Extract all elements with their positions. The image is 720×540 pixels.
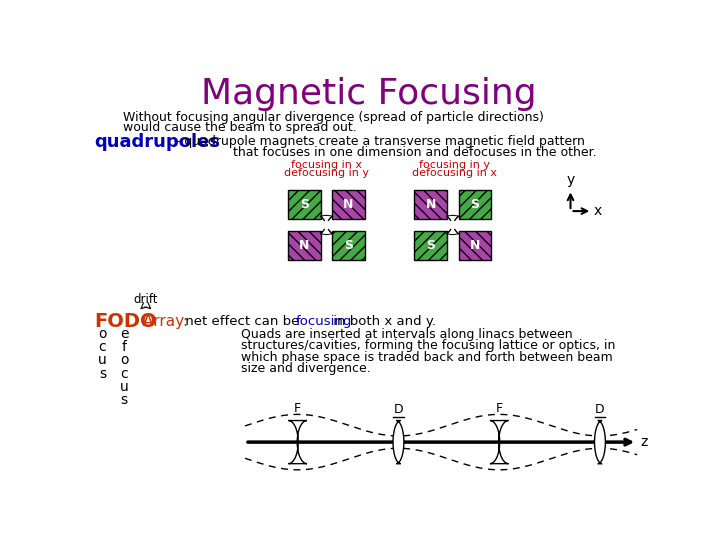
Text: D: D xyxy=(595,403,605,416)
Text: c: c xyxy=(99,340,107,354)
Text: quadrupoles: quadrupoles xyxy=(94,133,220,151)
Text: S: S xyxy=(470,198,480,211)
Text: Magnetic Focusing: Magnetic Focusing xyxy=(201,77,537,111)
Text: defocusing in x: defocusing in x xyxy=(412,168,497,178)
Polygon shape xyxy=(393,421,404,464)
Text: that focuses in one dimension and defocuses in the other.: that focuses in one dimension and defocu… xyxy=(233,146,597,159)
Bar xyxy=(288,231,320,260)
Text: focusing in x: focusing in x xyxy=(291,160,362,170)
Text: focusing: focusing xyxy=(295,315,352,328)
Text: N: N xyxy=(469,239,480,252)
Text: focusing in y: focusing in y xyxy=(419,160,490,170)
Bar xyxy=(414,231,447,260)
Text: drift: drift xyxy=(133,293,158,306)
Bar xyxy=(332,190,365,219)
Text: net effect can be: net effect can be xyxy=(181,315,304,328)
Text: f: f xyxy=(122,340,127,354)
Text: Quads are inserted at intervals along linacs between: Quads are inserted at intervals along li… xyxy=(241,328,572,341)
Text: F: F xyxy=(294,402,301,415)
Polygon shape xyxy=(490,421,508,464)
Text: z: z xyxy=(640,435,647,449)
Text: FODO: FODO xyxy=(94,312,156,330)
Bar xyxy=(288,190,320,219)
Text: Without focusing angular divergence (spread of particle directions): Without focusing angular divergence (spr… xyxy=(122,111,544,124)
Polygon shape xyxy=(595,421,606,464)
Text: Array:: Array: xyxy=(138,314,188,329)
Bar xyxy=(459,190,491,219)
Text: would cause the beam to spread out.: would cause the beam to spread out. xyxy=(122,122,356,134)
Text: N: N xyxy=(426,198,436,211)
Bar xyxy=(332,231,365,260)
Text: u: u xyxy=(120,380,128,394)
Text: y: y xyxy=(567,173,575,187)
Bar xyxy=(414,190,447,219)
Text: u: u xyxy=(98,354,107,368)
Text: s: s xyxy=(120,393,127,407)
Text: F: F xyxy=(495,402,503,415)
Text: S: S xyxy=(426,239,435,252)
Text: structures/cavities, forming the focusing lattice or optics, in: structures/cavities, forming the focusin… xyxy=(241,339,616,353)
Text: size and divergence.: size and divergence. xyxy=(241,362,371,375)
Text: S: S xyxy=(344,239,353,252)
Text: N: N xyxy=(343,198,354,211)
Text: e: e xyxy=(120,327,128,341)
Text: c: c xyxy=(120,367,128,381)
Polygon shape xyxy=(289,421,307,464)
Text: s: s xyxy=(99,367,106,381)
Text: – quadrupole magnets create a transverse magnetic field pattern: – quadrupole magnets create a transverse… xyxy=(170,136,585,148)
Text: defocusing in y: defocusing in y xyxy=(284,168,369,178)
Text: x: x xyxy=(594,204,602,218)
Text: o: o xyxy=(98,327,107,341)
Text: in both x and y.: in both x and y. xyxy=(329,315,436,328)
Text: which phase space is traded back and forth between beam: which phase space is traded back and for… xyxy=(241,351,613,364)
Text: N: N xyxy=(299,239,310,252)
Bar xyxy=(459,231,491,260)
Text: S: S xyxy=(300,198,309,211)
Text: D: D xyxy=(394,403,403,416)
Text: o: o xyxy=(120,354,128,368)
